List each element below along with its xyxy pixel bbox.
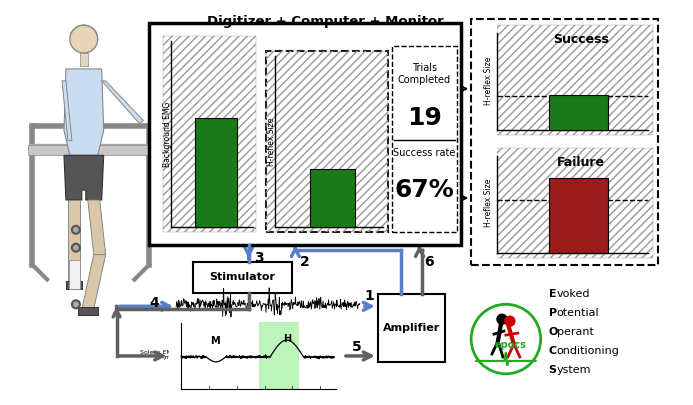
Bar xyxy=(265,51,387,232)
Circle shape xyxy=(70,25,98,53)
Text: epocs: epocs xyxy=(495,340,527,350)
Text: E: E xyxy=(549,289,556,299)
Text: Trials
Completed: Trials Completed xyxy=(398,63,451,85)
Circle shape xyxy=(505,316,515,326)
Text: 67%: 67% xyxy=(394,178,455,202)
Bar xyxy=(265,51,387,232)
Bar xyxy=(164,36,256,232)
Text: 1: 1 xyxy=(365,289,375,303)
Bar xyxy=(80,53,88,66)
Bar xyxy=(169,319,338,391)
Bar xyxy=(479,148,497,258)
Text: ystem: ystem xyxy=(556,365,591,375)
Text: Time after stimulus (ms): Time after stimulus (ms) xyxy=(218,381,301,387)
Bar xyxy=(392,46,457,232)
Polygon shape xyxy=(102,81,143,124)
Text: 0: 0 xyxy=(179,379,183,384)
Circle shape xyxy=(72,301,80,308)
Bar xyxy=(78,307,98,315)
Bar xyxy=(164,36,256,232)
Bar xyxy=(193,262,292,293)
Bar xyxy=(68,200,80,284)
Text: 40: 40 xyxy=(289,379,296,384)
Text: perant: perant xyxy=(556,327,593,337)
Bar xyxy=(195,117,237,227)
Text: P: P xyxy=(549,308,556,318)
Bar xyxy=(479,25,497,135)
Bar xyxy=(549,178,608,253)
Bar xyxy=(66,281,82,290)
Text: 19: 19 xyxy=(407,106,442,130)
Bar xyxy=(471,19,658,264)
Text: Soleus EMG
(mV): Soleus EMG (mV) xyxy=(141,350,177,360)
Bar xyxy=(259,322,299,389)
Text: voked: voked xyxy=(556,289,590,299)
Text: 10: 10 xyxy=(205,379,213,384)
Circle shape xyxy=(72,244,80,252)
Circle shape xyxy=(471,304,541,374)
Text: S: S xyxy=(549,365,556,375)
Bar xyxy=(378,294,446,362)
Text: 3: 3 xyxy=(254,251,263,264)
Text: otential: otential xyxy=(556,308,599,318)
Bar xyxy=(497,148,653,258)
Polygon shape xyxy=(82,255,105,309)
Text: onditioning: onditioning xyxy=(556,346,620,356)
Text: 6: 6 xyxy=(424,255,434,269)
Text: H-reflex Size: H-reflex Size xyxy=(484,56,493,104)
Text: Failure: Failure xyxy=(557,156,605,169)
Polygon shape xyxy=(62,81,72,141)
Bar xyxy=(69,260,80,290)
Text: C: C xyxy=(549,346,556,356)
Text: O: O xyxy=(549,327,558,337)
Bar xyxy=(310,169,355,227)
Text: Amplifier: Amplifier xyxy=(383,323,440,333)
Polygon shape xyxy=(88,200,105,255)
Text: Stimulator: Stimulator xyxy=(210,273,276,282)
Circle shape xyxy=(497,314,507,324)
Polygon shape xyxy=(64,69,104,156)
Text: 2: 2 xyxy=(300,255,310,269)
Text: 20: 20 xyxy=(234,379,240,384)
Text: Background EMG: Background EMG xyxy=(163,101,172,167)
Text: H: H xyxy=(283,334,291,344)
Text: H-reflex Size: H-reflex Size xyxy=(484,179,493,227)
Text: Success: Success xyxy=(553,33,609,46)
Text: M: M xyxy=(210,336,219,345)
Text: 50: 50 xyxy=(317,379,324,384)
Text: H-reflex Size: H-reflex Size xyxy=(267,117,276,166)
Text: 5: 5 xyxy=(352,340,362,354)
Bar xyxy=(497,25,653,135)
Bar xyxy=(150,23,462,245)
Bar xyxy=(28,145,153,156)
Polygon shape xyxy=(64,156,104,200)
Bar xyxy=(549,95,608,130)
Circle shape xyxy=(72,226,80,234)
Text: Digitizer + Computer + Monitor: Digitizer + Computer + Monitor xyxy=(207,15,444,28)
Text: 30: 30 xyxy=(261,379,268,384)
Text: Success rate: Success rate xyxy=(393,148,456,158)
Text: 4: 4 xyxy=(150,296,159,310)
